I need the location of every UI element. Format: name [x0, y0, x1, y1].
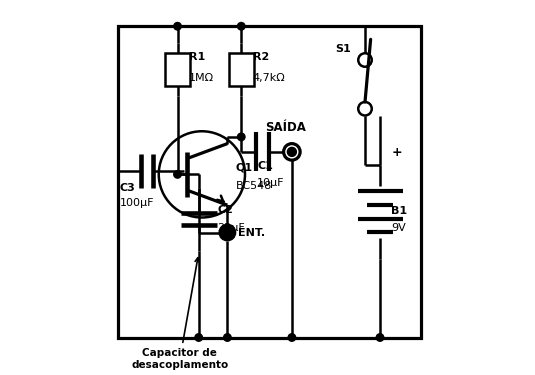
Text: C2: C2 — [217, 205, 233, 214]
Text: Q1: Q1 — [235, 163, 253, 172]
Text: S1: S1 — [335, 45, 351, 54]
Circle shape — [238, 22, 245, 30]
Bar — [118, 26, 421, 338]
Circle shape — [219, 224, 235, 241]
Circle shape — [238, 133, 245, 141]
Text: C1: C1 — [257, 161, 273, 171]
Text: 100μF: 100μF — [119, 198, 154, 208]
Circle shape — [174, 171, 181, 178]
Text: C3: C3 — [119, 183, 135, 193]
Text: 10μF: 10μF — [257, 178, 285, 188]
Bar — [229, 53, 254, 86]
Circle shape — [195, 334, 202, 341]
Circle shape — [288, 334, 296, 341]
Text: Capacitor de
desacoplamento: Capacitor de desacoplamento — [131, 258, 228, 369]
Circle shape — [376, 334, 384, 341]
Circle shape — [174, 22, 181, 30]
Text: ENT.: ENT. — [238, 228, 265, 237]
Text: R1: R1 — [189, 52, 205, 62]
Text: SAÍDA: SAÍDA — [265, 121, 307, 134]
Text: R2: R2 — [253, 52, 269, 62]
Text: B1: B1 — [391, 206, 407, 216]
Circle shape — [224, 334, 231, 341]
Text: 9V: 9V — [391, 223, 406, 232]
Text: 1MΩ: 1MΩ — [189, 73, 214, 82]
Text: 22μF: 22μF — [217, 223, 245, 232]
Text: 4,7kΩ: 4,7kΩ — [253, 73, 285, 82]
Text: BC548: BC548 — [235, 182, 272, 191]
Circle shape — [287, 147, 296, 156]
Bar — [165, 53, 190, 86]
Text: +: + — [391, 146, 402, 159]
